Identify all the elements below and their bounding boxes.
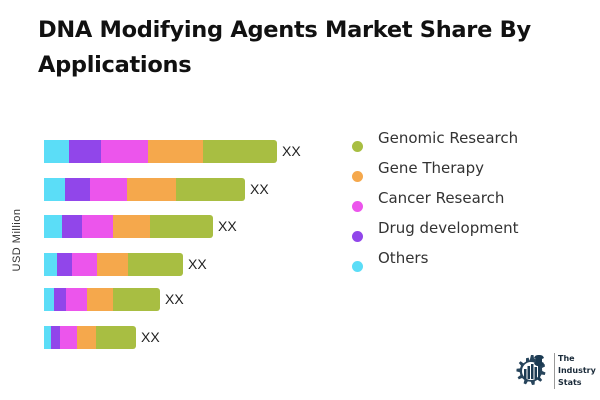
bar-segment-gene-therapy	[148, 140, 203, 163]
logo-text: The Industry Stats	[558, 353, 596, 389]
bar-segment-genomic-research	[203, 140, 277, 163]
bar-segment-gene-therapy	[127, 178, 176, 201]
legend-dot-icon	[352, 171, 363, 182]
legend-label: Drug development	[378, 219, 519, 237]
legend-item: Genomic Research	[350, 128, 570, 158]
stacked-bar	[44, 253, 183, 276]
bar-segment-genomic-research	[113, 288, 160, 311]
logo: The Industry Stats	[512, 350, 596, 392]
legend-label: Cancer Research	[378, 189, 505, 207]
bar-segment-others	[44, 215, 62, 238]
bar-segment-gene-therapy	[87, 288, 113, 311]
bar-segment-genomic-research	[176, 178, 245, 201]
bar-segment-others	[44, 140, 69, 163]
bar-segment-drug-development	[54, 288, 66, 311]
bar-segment-gene-therapy	[77, 326, 96, 349]
bar-value-label: XX	[141, 329, 160, 345]
bar-value-label: XX	[218, 218, 237, 234]
bar-segment-genomic-research	[96, 326, 136, 349]
bar-segment-others	[44, 326, 51, 349]
logo-line-3: Stats	[558, 378, 582, 387]
bar-segment-others	[44, 178, 65, 201]
bar-segment-drug-development	[69, 140, 101, 163]
bar-segment-drug-development	[62, 215, 82, 238]
stacked-bar	[44, 178, 245, 201]
bar-segment-cancer-research	[101, 140, 148, 163]
bar-value-label: XX	[282, 143, 301, 159]
bar-segment-genomic-research	[128, 253, 183, 276]
bar-segment-cancer-research	[66, 288, 87, 311]
logo-line-2: Industry	[558, 366, 596, 375]
legend-item: Drug development	[350, 218, 570, 248]
bar-segment-others	[44, 288, 54, 311]
bar-segment-cancer-research	[82, 215, 113, 238]
legend-dot-icon	[352, 201, 363, 212]
bar-value-label: XX	[188, 256, 207, 272]
logo-divider	[554, 353, 555, 389]
bar-segment-gene-therapy	[97, 253, 128, 276]
bar-segment-cancer-research	[72, 253, 97, 276]
legend-dot-icon	[352, 261, 363, 272]
bar-segment-genomic-research	[150, 215, 213, 238]
bar-segment-cancer-research	[90, 178, 127, 201]
bar-segment-drug-development	[65, 178, 90, 201]
stacked-bar	[44, 326, 136, 349]
gear-wrench-icon	[516, 355, 546, 385]
stacked-bar	[44, 288, 160, 311]
bar-segment-cancer-research	[60, 326, 77, 349]
legend-item: Cancer Research	[350, 188, 570, 218]
logo-line-1: The	[558, 354, 575, 363]
legend-item: Others	[350, 248, 570, 278]
legend-dot-icon	[352, 141, 363, 152]
bar-segment-drug-development	[57, 253, 72, 276]
legend-label: Gene Therapy	[378, 159, 485, 177]
legend-label: Genomic Research	[378, 129, 519, 147]
bar-segment-others	[44, 253, 57, 276]
bar-value-label: XX	[165, 291, 184, 307]
stacked-bar	[44, 215, 213, 238]
legend-label: Others	[378, 249, 429, 267]
legend-item: Gene Therapy	[350, 158, 570, 188]
bar-chart: XX XX XX XX XX XX	[44, 140, 301, 349]
chart-title: DNA Modifying Agents Market Share By App…	[38, 17, 531, 78]
legend-dot-icon	[352, 231, 363, 242]
bar-value-label: XX	[250, 181, 269, 197]
bar-segment-gene-therapy	[113, 215, 150, 238]
bar-segment-drug-development	[51, 326, 60, 349]
stacked-bar	[44, 140, 277, 163]
